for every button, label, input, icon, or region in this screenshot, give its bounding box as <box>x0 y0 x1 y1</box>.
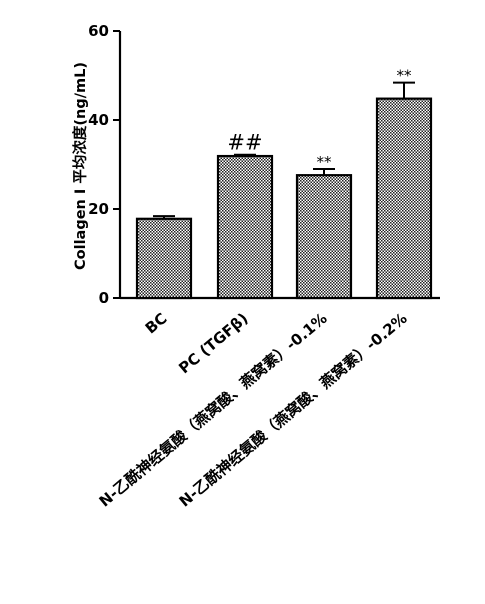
y-ticks: 0 20 40 60 <box>88 22 120 307</box>
significance-marker-1: ## <box>227 131 262 155</box>
y-tick-label: 20 <box>88 200 109 218</box>
bar-0 <box>135 217 193 300</box>
x-category-labels: BC PC (TGFβ)N-乙酰神经氨酸（燕窝酸、燕窝素）-0.1%N-乙酰神经氨… <box>96 309 411 510</box>
y-tick-label: 40 <box>88 111 109 129</box>
bar-2 <box>295 174 353 300</box>
x-category-label-0: BC <box>142 309 171 337</box>
bar-3 <box>375 97 433 300</box>
y-axis-label-group: Collagen I 平均浓度(ng/mL) <box>71 62 89 270</box>
bar-1 <box>216 154 274 300</box>
y-tick-label: 60 <box>88 22 109 40</box>
y-tick-label: 0 <box>99 289 109 307</box>
error-bars <box>153 81 415 219</box>
significance-markers: ## ** ** <box>227 67 412 171</box>
significance-marker-3: ** <box>397 67 413 85</box>
bars <box>135 97 433 300</box>
x-category-label-1: PC (TGFβ) <box>175 309 251 377</box>
significance-marker-2: ** <box>317 153 333 171</box>
y-axis-label: Collagen I 平均浓度(ng/mL) <box>71 62 89 270</box>
